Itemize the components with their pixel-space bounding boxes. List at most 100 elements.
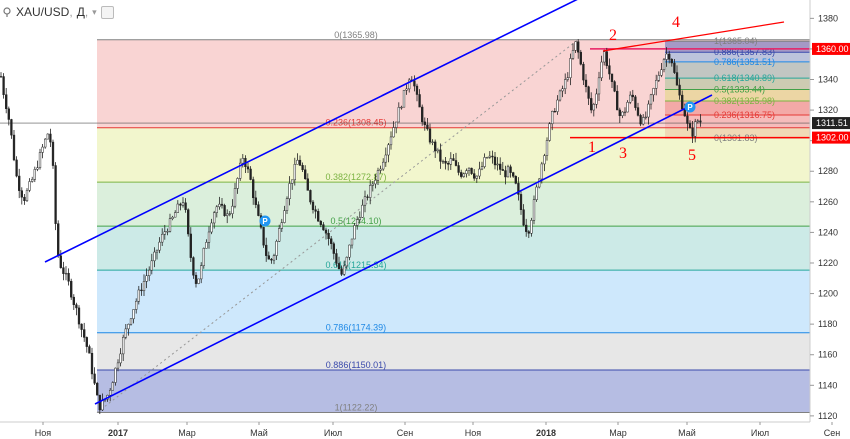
- price-tag-label: 1360.00: [816, 44, 849, 54]
- candle-body: [699, 120, 702, 123]
- candle-body: [330, 238, 333, 244]
- candle-body: [402, 89, 406, 108]
- wave-label-4: 4: [672, 14, 680, 31]
- candle: [543, 153, 546, 172]
- timeframe-label[interactable]: Д: [76, 5, 85, 19]
- candle-body: [0, 76, 3, 78]
- candle-body: [655, 80, 658, 89]
- candle-body: [49, 133, 52, 143]
- candle: [670, 58, 673, 67]
- candle-body: [77, 307, 81, 325]
- time-tick-label: Май: [250, 428, 268, 438]
- candle: [608, 58, 611, 80]
- candle: [478, 161, 481, 180]
- candle-body: [501, 169, 504, 171]
- candle-body: [226, 213, 229, 216]
- candle-body: [254, 197, 257, 205]
- candle: [561, 85, 564, 98]
- price-tick-label: 1140: [818, 380, 837, 390]
- candle: [90, 347, 94, 380]
- fib-level-label: 0(1365.98): [334, 30, 378, 40]
- candle: [140, 283, 143, 296]
- candle-body: [322, 224, 325, 231]
- candle: [657, 71, 660, 83]
- candle: [517, 177, 520, 201]
- candle: [184, 198, 187, 213]
- candle-body: [249, 168, 252, 180]
- candle: [220, 198, 224, 209]
- candle-body: [116, 362, 120, 369]
- candle-body: [478, 168, 481, 177]
- candle-body: [467, 167, 471, 171]
- candle-body: [483, 157, 486, 167]
- candle-body: [23, 196, 26, 201]
- candle-body: [25, 190, 29, 201]
- candle-body: [161, 233, 164, 243]
- candle: [153, 247, 156, 268]
- marker-label: P: [262, 217, 268, 226]
- candle: [603, 49, 606, 66]
- candle-body: [257, 204, 260, 216]
- candle-body: [444, 160, 447, 164]
- candle-body: [535, 186, 538, 200]
- marker-p-icon: P: [684, 101, 696, 113]
- candle: [439, 143, 442, 169]
- candle-body: [691, 127, 694, 137]
- candle: [215, 205, 218, 218]
- symbol-label[interactable]: XAU/USD: [16, 5, 70, 19]
- candle-body: [163, 231, 166, 235]
- candle: [33, 166, 36, 183]
- candle-body: [647, 103, 650, 118]
- time-tick-label: Сен: [397, 428, 414, 438]
- candle: [436, 149, 439, 154]
- candle: [626, 100, 629, 113]
- fib-small-zone: [665, 61, 810, 79]
- candle: [634, 94, 637, 111]
- candle-body: [228, 213, 231, 215]
- candle-body: [564, 79, 567, 89]
- candle-body: [184, 202, 187, 210]
- candle-body: [59, 255, 62, 268]
- candle: [405, 84, 408, 95]
- candle: [519, 190, 523, 215]
- fib-zone: [97, 369, 810, 413]
- candle-body: [337, 263, 341, 269]
- candle: [10, 118, 13, 139]
- candle-body: [382, 161, 385, 170]
- candle: [262, 226, 265, 248]
- candle-body: [522, 209, 525, 226]
- fib-small-zone: [665, 52, 810, 62]
- candle: [691, 120, 694, 144]
- candle-body: [20, 190, 23, 198]
- pin-icon[interactable]: [2, 7, 12, 17]
- settings-square-icon[interactable]: [100, 5, 114, 19]
- time-tick-label: Мар: [178, 428, 196, 438]
- chevron-down-icon[interactable]: ▾: [92, 6, 97, 17]
- header-separator: ,: [69, 5, 73, 19]
- candle-body: [327, 232, 330, 239]
- candle-body: [306, 178, 309, 191]
- candle-body: [626, 101, 629, 113]
- candle: [392, 121, 395, 138]
- candle-body: [574, 41, 577, 51]
- candle-body: [363, 196, 367, 206]
- candle: [382, 158, 385, 171]
- candle: [673, 59, 676, 75]
- candle: [96, 381, 99, 396]
- candle: [306, 173, 309, 191]
- candle-body: [57, 223, 60, 257]
- candle: [327, 229, 330, 246]
- candle-body: [660, 69, 663, 76]
- candle-body: [137, 289, 140, 302]
- price-axis: 1120114011601180120012201240126012801300…: [810, 13, 850, 421]
- candle: [285, 196, 289, 214]
- candle-body: [408, 79, 411, 90]
- candle-body: [475, 175, 478, 179]
- candle-body: [62, 267, 65, 274]
- candle: [665, 47, 668, 67]
- candle-body: [93, 373, 96, 384]
- time-tick-label: Сен: [824, 428, 841, 438]
- candle: [249, 166, 252, 181]
